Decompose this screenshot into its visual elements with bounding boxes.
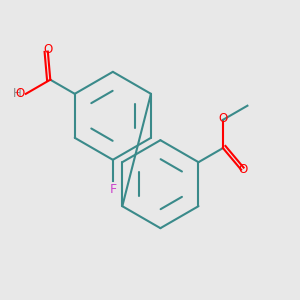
- Text: H: H: [13, 87, 21, 100]
- Text: F: F: [109, 183, 116, 196]
- Text: O: O: [218, 112, 228, 125]
- Text: O: O: [238, 163, 247, 176]
- Text: O: O: [15, 87, 24, 100]
- Text: O: O: [43, 43, 52, 56]
